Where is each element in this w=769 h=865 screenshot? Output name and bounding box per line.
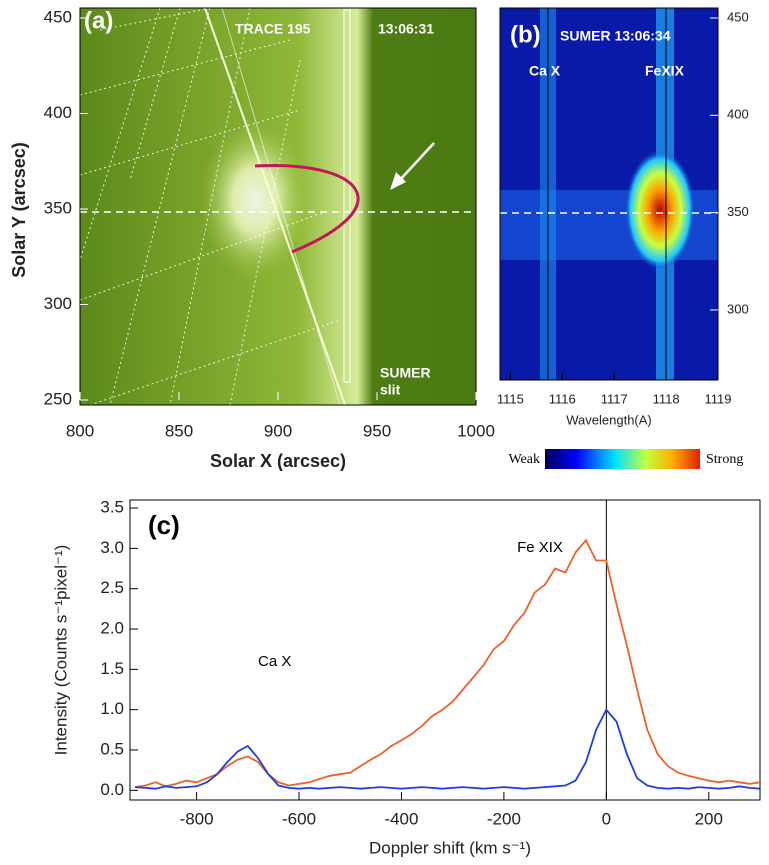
y-tick-label: 0.5 (100, 739, 124, 758)
panel-b-image (499, 7, 719, 469)
slit-label: SUMER (380, 365, 431, 381)
x-tick-label: 1115 (497, 391, 524, 406)
panel-label: (c) (148, 510, 180, 540)
annotation: Ca X (258, 653, 291, 670)
x-tick-label: 200 (695, 809, 723, 828)
y-tick-label: 0.0 (100, 780, 124, 799)
y-axis-label: Solar Y (arcsec) (9, 142, 29, 277)
colorbar-label: Strong (706, 452, 743, 467)
x-tick-label: 1119 (705, 391, 732, 406)
y-tick-label: 400 (44, 103, 72, 122)
x-tick-label: 800 (66, 421, 94, 440)
y-tick-label: 300 (44, 294, 72, 313)
x-tick-label: -600 (282, 809, 316, 828)
y-tick-label: 2.5 (100, 578, 124, 597)
slit-label: slit (380, 382, 401, 398)
annotation: TRACE 195 (235, 21, 311, 37)
colorbar-label: Weak (508, 452, 540, 467)
y-tick-label: 1.5 (100, 659, 124, 678)
y-tick-label: 3.5 (100, 498, 124, 517)
x-tick-label: 1118 (653, 391, 680, 406)
panel-label: (a) (84, 7, 113, 34)
panel-a-image (79, 7, 477, 406)
y-tick-label: 3.0 (100, 538, 124, 557)
series-line (134, 538, 761, 788)
annotation: 13:06:31 (378, 21, 434, 37)
annotation: FeXIX (645, 63, 685, 79)
x-tick-label: -200 (487, 809, 521, 828)
y-tick-label: 250 (44, 389, 72, 408)
x-tick-label: 1117 (601, 391, 628, 406)
x-tick-label: 950 (363, 421, 391, 440)
x-tick-label: -400 (384, 809, 418, 828)
series-line (135, 708, 761, 790)
x-tick-label: 900 (264, 421, 292, 440)
y-tick-label: 1.0 (100, 699, 124, 718)
x-axis-label: Doppler shift (km s⁻¹) (369, 838, 531, 857)
x-tick-label: 1000 (457, 421, 495, 440)
y-tick-label: 300 (727, 301, 749, 316)
y-tick-label: 350 (727, 204, 749, 219)
annotation: Fe XIX (517, 539, 563, 556)
x-axis-label: Solar X (arcsec) (210, 451, 346, 471)
x-tick-label: 850 (165, 421, 193, 440)
x-tick-label: 0 (602, 809, 611, 828)
y-tick-label: 450 (727, 9, 749, 24)
y-tick-label: 2.0 (100, 619, 124, 638)
panel-label: (b) (510, 21, 541, 48)
y-tick-label: 400 (727, 107, 749, 122)
y-tick-label: 350 (44, 198, 72, 217)
annotation: Ca X (529, 63, 561, 79)
x-tick-label: -800 (180, 809, 214, 828)
x-axis-label: Wavelength(A) (566, 412, 652, 427)
x-tick-label: 1116 (549, 391, 576, 406)
plot-frame (129, 499, 761, 801)
y-tick-label: 450 (44, 7, 72, 26)
annotation: SUMER 13:06:34 (560, 28, 671, 44)
y-axis-label: Intensity (Counts s⁻¹pixel⁻¹) (51, 545, 70, 756)
